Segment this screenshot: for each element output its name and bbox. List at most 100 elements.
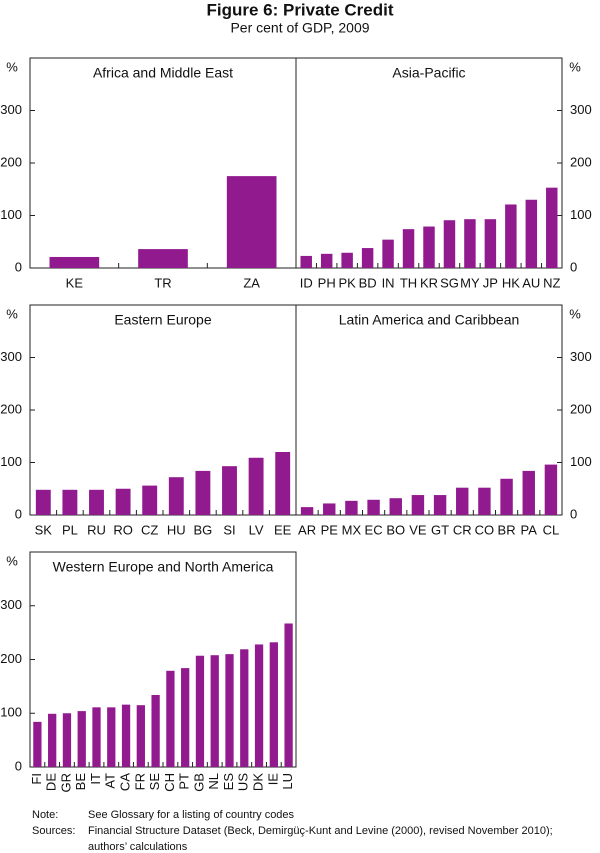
x-tick-label: GB	[191, 773, 206, 792]
x-tick-label: IT	[88, 773, 103, 785]
panel-title: Eastern Europe	[114, 312, 211, 328]
y-tick-label: 300	[570, 349, 592, 364]
bar	[225, 654, 234, 767]
bar	[77, 711, 86, 767]
bar	[33, 721, 42, 767]
x-tick-label: CH	[162, 773, 177, 792]
x-tick-label: NZ	[543, 275, 560, 290]
panel-title: Asia-Pacific	[392, 65, 465, 81]
note-label: Note:	[32, 809, 58, 821]
x-tick-label: BD	[359, 275, 377, 290]
bar	[92, 707, 101, 767]
x-tick-label: VE	[409, 522, 427, 537]
bar	[411, 495, 425, 515]
bar	[210, 655, 219, 767]
bar	[195, 470, 211, 515]
figure-title: Figure 6: Private Credit	[206, 0, 393, 19]
bar	[443, 220, 456, 268]
x-tick-label: LU	[280, 773, 295, 790]
y-tick-label: 200	[0, 651, 22, 666]
bar	[107, 707, 116, 767]
bar	[181, 668, 190, 767]
bar	[323, 503, 336, 515]
y-tick-label: 0	[15, 758, 22, 773]
x-tick-label: DK	[250, 773, 265, 791]
x-tick-label: RO	[113, 522, 133, 537]
bar	[345, 500, 358, 515]
x-tick-label: GT	[431, 522, 449, 537]
y-axis-unit: %	[6, 59, 18, 74]
y-tick-label: 0	[570, 506, 577, 521]
bar	[62, 713, 72, 767]
x-tick-label: SE	[147, 773, 162, 791]
x-tick-label: CO	[475, 522, 495, 537]
bar	[142, 485, 158, 515]
bar	[525, 199, 538, 268]
bar	[240, 649, 249, 767]
bar	[136, 705, 145, 767]
bar	[341, 252, 353, 268]
x-tick-label: EC	[365, 522, 383, 537]
x-tick-label: BG	[194, 522, 213, 537]
x-tick-label: FI	[29, 773, 44, 785]
x-tick-label: PA	[521, 522, 538, 537]
y-tick-label: 200	[0, 154, 22, 169]
y-tick-label: 200	[570, 154, 592, 169]
x-tick-label: AU	[522, 275, 540, 290]
bar	[484, 219, 497, 268]
y-tick-label: 100	[570, 454, 592, 469]
x-tick-label: IE	[265, 773, 280, 786]
x-tick-label: SI	[223, 522, 235, 537]
x-tick-label: NL	[206, 773, 221, 790]
y-tick-label: 300	[570, 102, 592, 117]
y-axis-unit: %	[569, 306, 581, 321]
x-tick-label: KE	[66, 275, 84, 290]
note-text: Financial Structure Dataset (Beck, Demir…	[88, 825, 553, 837]
x-tick-label: TH	[400, 275, 417, 290]
y-tick-label: 100	[0, 207, 22, 222]
x-tick-label: AT	[103, 773, 118, 789]
bar	[505, 204, 517, 268]
bar	[300, 255, 312, 268]
bar	[222, 466, 237, 515]
x-tick-label: SK	[35, 522, 53, 537]
bar	[115, 488, 131, 515]
bar	[48, 713, 57, 767]
y-tick-label: 100	[570, 207, 592, 222]
bar	[226, 176, 277, 268]
y-tick-label: 300	[0, 349, 22, 364]
bar	[544, 464, 558, 515]
bar	[284, 623, 293, 767]
panel-title: Western Europe and North America	[53, 559, 274, 575]
bar	[138, 249, 188, 268]
y-tick-label: 0	[15, 259, 22, 274]
y-tick-label: 0	[570, 259, 577, 274]
bar	[195, 655, 205, 767]
bar	[320, 253, 333, 268]
x-tick-label: TR	[154, 275, 171, 290]
y-tick-label: 300	[0, 597, 22, 612]
bar	[269, 642, 278, 767]
bar	[546, 187, 558, 268]
x-tick-label: PL	[62, 522, 78, 537]
bar	[402, 229, 415, 268]
x-tick-label: BR	[498, 522, 516, 537]
bar	[433, 495, 447, 515]
x-tick-label: CA	[117, 773, 132, 791]
panel-frame	[295, 304, 563, 516]
bar	[423, 226, 435, 268]
bar	[522, 470, 535, 515]
y-axis-unit: %	[6, 306, 18, 321]
bar	[456, 487, 469, 515]
y-axis-unit: %	[6, 553, 18, 568]
x-tick-label: ZA	[243, 275, 260, 290]
x-tick-label: CR	[453, 522, 472, 537]
panel-title: Africa and Middle East	[93, 65, 233, 81]
x-tick-label: HK	[502, 275, 520, 290]
x-tick-label: SG	[440, 275, 459, 290]
bar	[382, 239, 394, 268]
bar	[361, 248, 374, 268]
y-tick-label: 200	[0, 401, 22, 416]
x-tick-label: AR	[298, 522, 316, 537]
x-tick-label: CL	[543, 522, 560, 537]
